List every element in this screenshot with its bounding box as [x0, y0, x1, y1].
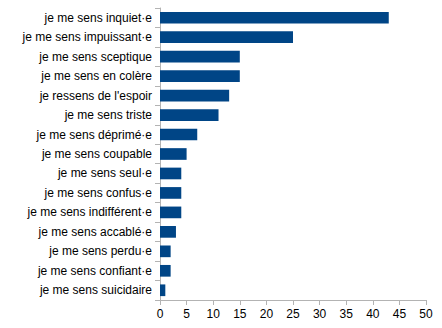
svg-text:je me sens suicidaire: je me sens suicidaire	[39, 283, 152, 297]
svg-text:10: 10	[207, 307, 221, 321]
svg-text:50: 50	[419, 307, 433, 321]
svg-text:je me sens déprimé·e: je me sens déprimé·e	[36, 128, 153, 142]
svg-text:25: 25	[286, 307, 300, 321]
svg-text:0: 0	[157, 307, 164, 321]
svg-text:je me sens confus·e: je me sens confus·e	[44, 186, 153, 200]
svg-text:je me sens triste: je me sens triste	[64, 108, 153, 122]
svg-text:je me sens impuissant·e: je me sens impuissant·e	[22, 30, 153, 44]
svg-text:je me sens seul·e: je me sens seul·e	[57, 166, 152, 180]
svg-text:je me sens accablé·e: je me sens accablé·e	[38, 225, 153, 239]
svg-text:40: 40	[366, 307, 380, 321]
svg-text:15: 15	[233, 307, 247, 321]
svg-text:30: 30	[313, 307, 327, 321]
svg-text:je me sens sceptique: je me sens sceptique	[38, 50, 152, 64]
svg-text:5: 5	[183, 307, 190, 321]
svg-text:je me sens coupable: je me sens coupable	[41, 147, 152, 161]
svg-text:20: 20	[260, 307, 274, 321]
svg-text:je me sens perdu·e: je me sens perdu·e	[48, 244, 152, 258]
svg-text:je me sens confiant·e: je me sens confiant·e	[37, 264, 152, 278]
svg-text:je me sens en colère: je me sens en colère	[40, 69, 152, 83]
svg-text:35: 35	[340, 307, 354, 321]
svg-text:je me sens inquiet·e: je me sens inquiet·e	[44, 11, 153, 25]
svg-text:je me sens indifférent·e: je me sens indifférent·e	[26, 205, 152, 219]
svg-text:je ressens de l'espoir: je ressens de l'espoir	[39, 89, 152, 103]
svg-text:45: 45	[393, 307, 407, 321]
